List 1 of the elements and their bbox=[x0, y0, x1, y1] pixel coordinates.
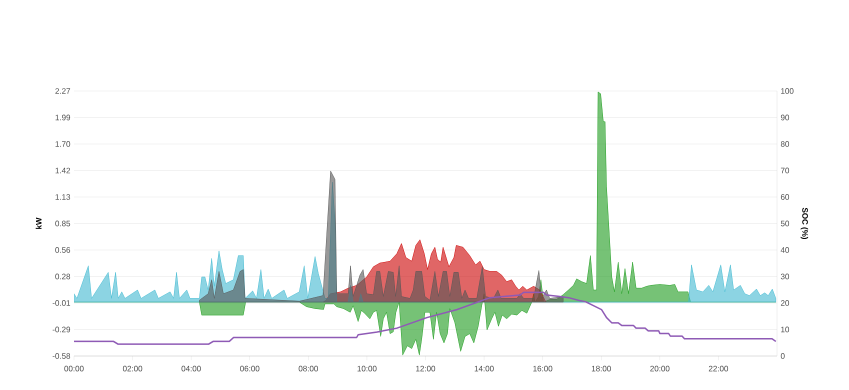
line-series bbox=[74, 292, 777, 345]
